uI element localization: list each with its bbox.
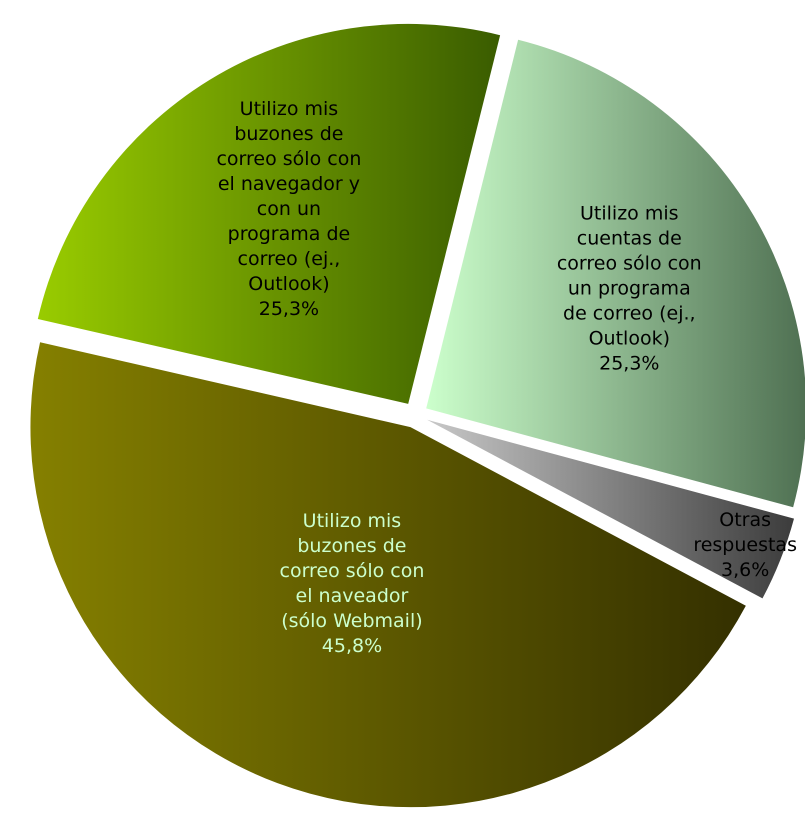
slice-label: Utilizo mis buzones de correo sólo con el n… (280, 510, 425, 632)
pie-slice (37, 23, 501, 404)
pie-slice (426, 39, 805, 508)
slice-label: Utilizo mis cuentas de correo sólo con un p… (557, 202, 702, 349)
pie-slice (30, 342, 746, 808)
slice-label: Otras respuestas (693, 509, 797, 556)
slice-value-label: 25,3% (259, 298, 319, 320)
slice-value-label: 45,8% (322, 635, 382, 657)
pie-slice (427, 419, 795, 599)
slice-value-label: 25,3% (599, 352, 659, 374)
slice-value-label: 3,6% (721, 559, 769, 581)
slice-label: Utilizo mis buzones de correo sólo con el n… (216, 98, 361, 295)
